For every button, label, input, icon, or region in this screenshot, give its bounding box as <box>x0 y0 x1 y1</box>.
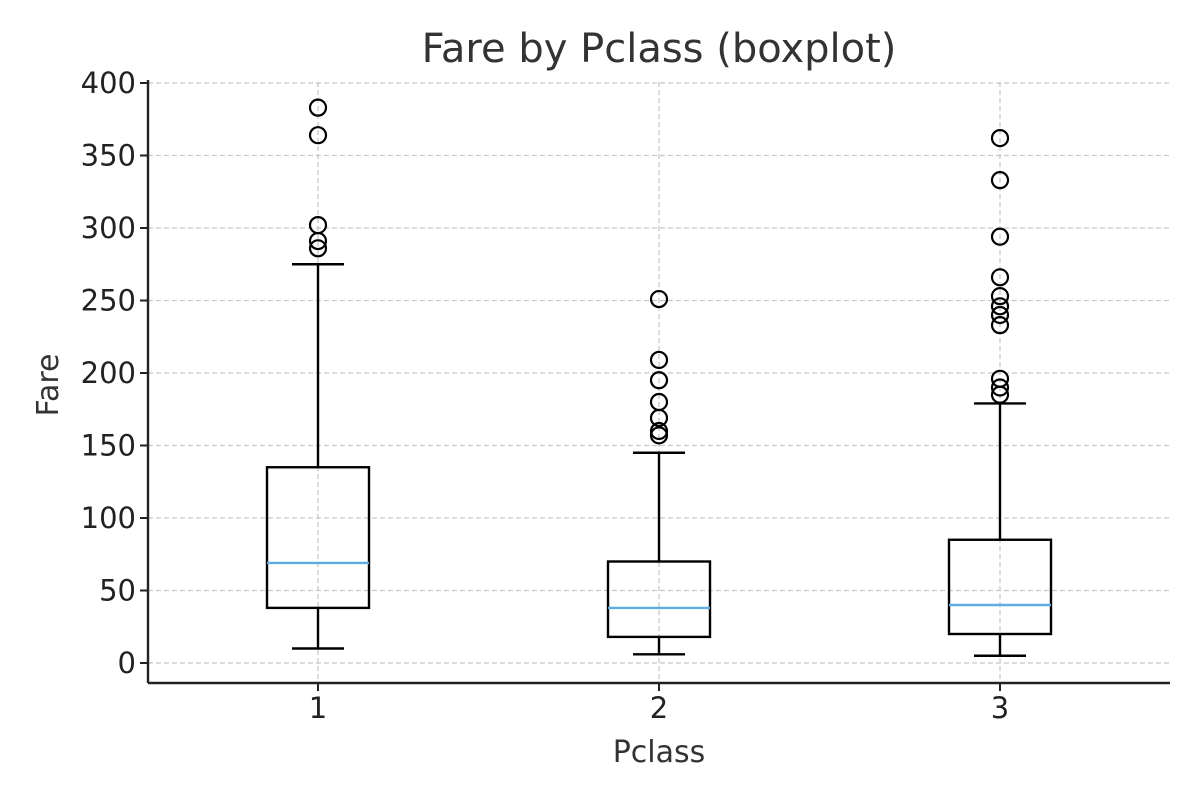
y-tick-label: 0 <box>118 646 136 680</box>
outlier-point <box>990 316 1010 335</box>
outlier-point <box>649 392 669 412</box>
outlier-point <box>649 371 669 390</box>
outlier-point <box>649 289 669 309</box>
outlier-point <box>649 421 669 441</box>
outlier-point <box>990 378 1010 397</box>
box-series <box>265 98 1053 657</box>
y-tick-label: 50 <box>99 574 136 608</box>
outlier-point <box>308 98 328 117</box>
iqr-box <box>947 538 1053 636</box>
box-group-pclass-2 <box>606 289 712 656</box>
outlier-point <box>649 350 669 370</box>
y-tick-label: 100 <box>81 501 136 535</box>
outlier-point <box>990 227 1010 246</box>
y-tick-label: 200 <box>81 356 136 390</box>
y-tick-label: 350 <box>81 139 136 173</box>
outlier-point <box>308 216 328 235</box>
grid <box>148 82 1170 683</box>
outlier-point <box>990 297 1010 316</box>
iqr-box <box>606 560 712 639</box>
outlier-point <box>990 171 1010 190</box>
y-tick-label: 250 <box>81 284 136 318</box>
outlier-point <box>990 268 1010 287</box>
y-axis-label: Fare <box>31 353 66 416</box>
box-group-pclass-3 <box>947 129 1053 657</box>
outlier-point <box>649 426 669 445</box>
x-axis-label: Pclass <box>613 735 706 770</box>
box-group-pclass-1 <box>265 98 371 650</box>
y-tick-label: 150 <box>81 429 136 463</box>
y-tick-label: 400 <box>81 66 136 100</box>
x-tick-label: 1 <box>309 691 327 725</box>
outlier-point <box>990 369 1010 388</box>
outlier-point <box>990 305 1010 325</box>
x-tick-label: 3 <box>991 691 1009 725</box>
y-tick-label: 300 <box>81 211 136 245</box>
x-tick-label: 2 <box>650 691 668 725</box>
outlier-point <box>308 239 328 258</box>
outlier-point <box>990 129 1010 148</box>
iqr-box <box>265 466 371 610</box>
outlier-point <box>308 126 328 145</box>
chart-title: Fare by Pclass (boxplot) <box>422 26 897 72</box>
outlier-point <box>990 287 1010 306</box>
axes: 0 50 100 150 200 250 300 350 400 1 2 3 <box>81 66 1170 725</box>
